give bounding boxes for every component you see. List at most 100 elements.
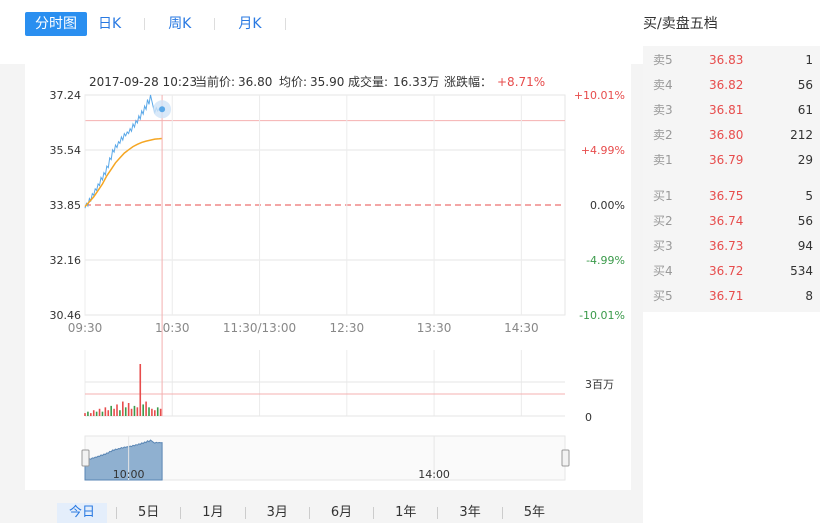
volume-bar bbox=[119, 410, 121, 416]
ask-volume: 29 bbox=[797, 153, 813, 167]
info-change-label: 涨跌幅： bbox=[444, 74, 492, 89]
period-5d[interactable]: 5日 bbox=[138, 505, 160, 520]
x-tick-label: 13:30 bbox=[417, 321, 452, 335]
volume-bar bbox=[148, 407, 150, 416]
ask-label: 卖3 bbox=[653, 103, 673, 117]
bid-row: 买5 36.71 8 bbox=[643, 286, 820, 306]
navigator-area bbox=[84, 439, 163, 481]
volume-bar bbox=[101, 411, 104, 416]
volume-bar bbox=[151, 408, 153, 416]
period-1y[interactable]: 1年 bbox=[395, 505, 417, 520]
y-tick-label: 37.24 bbox=[50, 89, 82, 102]
period-6m[interactable]: 6月 bbox=[330, 505, 353, 520]
chart-panel: 2017-09-28 10:23 当前价: 36.80 均价: 35.90 成交… bbox=[25, 64, 631, 490]
volume-bars bbox=[84, 364, 162, 416]
info-avg-label: 均价: bbox=[279, 75, 307, 89]
ask-label: 卖4 bbox=[653, 78, 673, 92]
volume-bar bbox=[87, 411, 89, 416]
volume-scale-label: 0 bbox=[585, 411, 592, 424]
volume-bar bbox=[142, 404, 144, 416]
volume-scale-label: 3百万 bbox=[585, 378, 614, 391]
y-axis-left: 37.24 35.54 33.85 32.16 30.46 bbox=[50, 89, 82, 322]
period-3m[interactable]: 3月 bbox=[266, 505, 288, 520]
x-axis: 09:30 10:30 11:30/13:00 12:30 13:30 14:30 3百万 0 bbox=[68, 321, 614, 424]
volume-bar bbox=[104, 407, 107, 416]
info-avg: 35.90 bbox=[310, 75, 344, 89]
tab-divider bbox=[214, 18, 216, 30]
x-tick-label: 12:30 bbox=[330, 321, 365, 335]
ask-volume: 212 bbox=[790, 128, 813, 142]
bid-row: 买3 36.73 94 bbox=[643, 236, 820, 256]
ask-row: 卖1 36.79 29 bbox=[643, 150, 820, 170]
bid-price: 36.72 bbox=[709, 264, 744, 278]
y-tick-label-pct: +4.99% bbox=[581, 144, 625, 157]
info-volume: 16.33万 bbox=[393, 75, 439, 89]
intraday-chart[interactable]: 2017-09-28 10:23 当前价: 36.80 均价: 35.90 成交… bbox=[25, 64, 631, 490]
bid-label: 买5 bbox=[653, 289, 673, 303]
tab-intraday[interactable]: 分时图 bbox=[25, 12, 87, 36]
ask-price: 36.79 bbox=[709, 153, 744, 167]
tab-divider bbox=[144, 18, 146, 30]
volume-bar bbox=[145, 401, 147, 416]
period-divider bbox=[308, 507, 310, 519]
bottom-strip bbox=[0, 490, 643, 523]
info-datetime: 2017-09-28 10:23 bbox=[89, 75, 197, 89]
navigator-left-handle[interactable] bbox=[81, 449, 90, 467]
y-tick-label-pct: 0.00% bbox=[590, 199, 625, 212]
volume-bar bbox=[95, 411, 98, 416]
bid-volume: 56 bbox=[797, 214, 813, 228]
volume-bar bbox=[159, 408, 162, 416]
volume-bar bbox=[154, 410, 156, 416]
period-3y[interactable]: 3年 bbox=[459, 505, 481, 520]
info-price-label: 当前价: bbox=[195, 74, 235, 89]
bid-volume: 534 bbox=[790, 264, 813, 278]
ask-price: 36.82 bbox=[709, 78, 744, 92]
y-tick-label: 30.46 bbox=[50, 309, 82, 322]
left-gutter bbox=[0, 64, 25, 523]
volume-bar bbox=[113, 408, 115, 416]
ask-volume: 56 bbox=[797, 78, 813, 92]
bid-volume: 8 bbox=[805, 289, 813, 303]
ask-row: 卖5 36.83 1 bbox=[643, 50, 820, 70]
ask-label: 卖2 bbox=[653, 128, 673, 142]
period-divider bbox=[116, 507, 118, 519]
volume-bar bbox=[136, 407, 139, 416]
volume-bar bbox=[98, 408, 101, 416]
volume-bar bbox=[92, 410, 95, 416]
tab-weekly-k[interactable]: 周K bbox=[168, 16, 192, 32]
volume-bar bbox=[122, 401, 124, 416]
volume-bar bbox=[124, 407, 127, 416]
volume-bar bbox=[133, 405, 136, 416]
navigator-right-handle[interactable] bbox=[561, 449, 570, 467]
period-1m[interactable]: 1月 bbox=[202, 505, 224, 520]
bid-label: 买4 bbox=[653, 264, 673, 278]
info-volume-label: 成交量: bbox=[348, 74, 388, 89]
grid bbox=[84, 94, 566, 417]
tab-divider bbox=[284, 18, 286, 30]
bid-volume: 94 bbox=[797, 239, 813, 253]
period-divider bbox=[437, 507, 439, 519]
x-tick-label: 09:30 bbox=[68, 321, 103, 335]
ask-row: 卖4 36.82 56 bbox=[643, 75, 820, 95]
y-axis-right: +10.01% +4.99% 0.00% -4.99% -10.01% bbox=[574, 89, 625, 322]
volume-bar bbox=[116, 404, 118, 416]
y-tick-label-pct: -4.99% bbox=[586, 254, 625, 267]
period-5y[interactable]: 5年 bbox=[523, 505, 545, 520]
bid-label: 买1 bbox=[653, 189, 673, 203]
current-point bbox=[159, 106, 166, 113]
y-tick-label: 35.54 bbox=[50, 144, 82, 157]
order-book: 卖5 36.83 1 卖4 36.82 56 卖3 36.81 61 卖2 36… bbox=[643, 46, 820, 312]
bid-price: 36.75 bbox=[709, 189, 744, 203]
volume-bar bbox=[107, 410, 110, 416]
volume-bar bbox=[110, 405, 112, 416]
ask-label: 卖1 bbox=[653, 153, 673, 167]
volume-bar bbox=[127, 403, 130, 416]
bid-row: 买4 36.72 534 bbox=[643, 261, 820, 281]
tab-daily-k[interactable]: 日K bbox=[98, 16, 122, 32]
navigator: 10:00 14:00 bbox=[81, 435, 570, 481]
period-today[interactable]: 今日 bbox=[57, 503, 108, 523]
period-divider bbox=[180, 507, 182, 519]
ask-row: 卖2 36.80 212 bbox=[643, 125, 820, 145]
tab-monthly-k[interactable]: 月K bbox=[238, 16, 262, 32]
bid-row: 买1 36.75 5 bbox=[643, 186, 820, 206]
